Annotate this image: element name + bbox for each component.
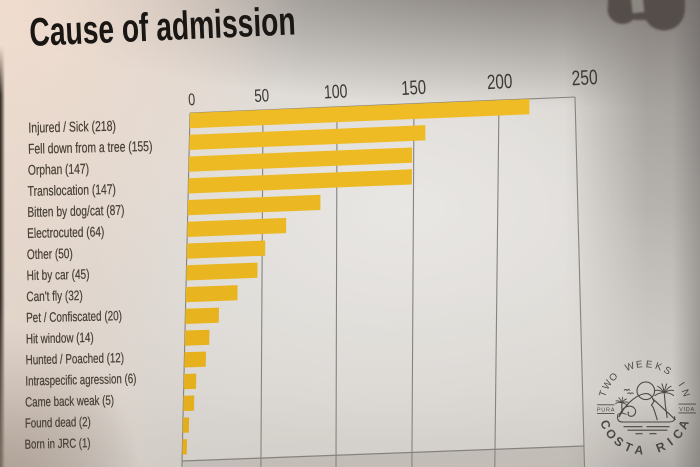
- svg-text:E: E: [635, 359, 643, 371]
- svg-text:Translocation (147): Translocation (147): [28, 181, 117, 199]
- svg-text:PURA: PURA: [597, 407, 615, 413]
- svg-text:E: E: [645, 359, 653, 371]
- svg-text:Bitten by dog/cat (87): Bitten by dog/cat (87): [27, 202, 124, 220]
- svg-text:Born in JRC (1): Born in JRC (1): [25, 437, 91, 452]
- svg-text:50: 50: [254, 86, 270, 106]
- svg-text:150: 150: [401, 75, 427, 99]
- svg-text:T: T: [622, 439, 635, 455]
- svg-text:100: 100: [323, 80, 348, 103]
- svg-text:Hit by car (45): Hit by car (45): [27, 266, 90, 283]
- svg-text:Injured / Sick (218): Injured / Sick (218): [28, 118, 116, 136]
- svg-text:Fell down from a tree (155): Fell down from a tree (155): [28, 138, 153, 157]
- svg-text:Orphan (147): Orphan (147): [28, 161, 89, 178]
- svg-text:VIDA: VIDA: [679, 407, 695, 413]
- svg-text:K: K: [654, 361, 664, 374]
- svg-text:Other (50): Other (50): [27, 245, 73, 262]
- svg-text:Intraspecific agression (6): Intraspecific agression (6): [25, 372, 136, 389]
- svg-text:I: I: [665, 435, 676, 448]
- svg-text:N: N: [679, 388, 692, 398]
- svg-text:0: 0: [188, 90, 196, 110]
- svg-text:250: 250: [571, 65, 598, 90]
- svg-text:Came back weak (5): Came back weak (5): [25, 393, 114, 410]
- svg-text:Cause of admission: Cause of admission: [28, 0, 296, 55]
- svg-text:S: S: [661, 365, 673, 378]
- svg-text:Pet / Confiscated (20): Pet / Confiscated (20): [26, 308, 122, 326]
- svg-text:200: 200: [486, 70, 512, 94]
- svg-text:Found dead (2): Found dead (2): [25, 416, 91, 431]
- svg-text:R: R: [654, 439, 668, 455]
- svg-text:I: I: [676, 380, 687, 388]
- svg-text:T: T: [597, 389, 609, 398]
- svg-text:Hit window (14): Hit window (14): [26, 329, 94, 347]
- svg-text:Can't fly (32): Can't fly (32): [26, 287, 83, 304]
- svg-text:A: A: [634, 443, 645, 458]
- svg-text:Hunted / Poached (12): Hunted / Poached (12): [26, 351, 125, 368]
- svg-text:W: W: [624, 360, 637, 374]
- svg-text:Electrocuted (64): Electrocuted (64): [27, 224, 105, 242]
